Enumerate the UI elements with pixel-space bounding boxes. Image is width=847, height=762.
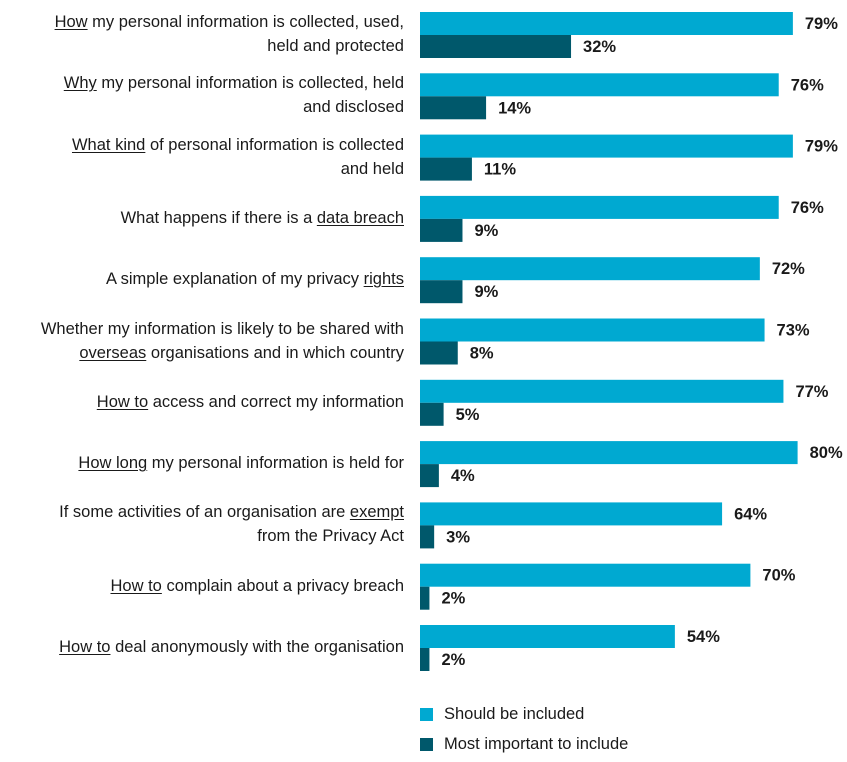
data-label: 4%: [451, 467, 475, 485]
bar: [420, 502, 723, 526]
bar: [420, 96, 487, 120]
data-label: 32%: [583, 38, 616, 56]
data-label: 72%: [772, 260, 805, 278]
category-label: How my personal information is collected…: [54, 13, 404, 55]
bar: [420, 441, 798, 465]
bar: [420, 379, 784, 403]
category-label: What happens if there is a data breach: [120, 208, 404, 227]
bar: [420, 12, 793, 35]
category-label: How to deal anonymously with the organis…: [59, 638, 404, 656]
bar: [420, 525, 435, 549]
bar: [420, 625, 675, 648]
bar: [420, 648, 430, 671]
category-label: Why my personal information is collected…: [63, 74, 404, 117]
bar: [420, 257, 760, 281]
data-label: 73%: [777, 322, 810, 340]
data-label: 64%: [734, 505, 767, 523]
bar-chart: 79% 32% 76% 14% 79% 11% 76% 9% 72% 9% 73% 8% 77% 5% 80…: [420, 12, 843, 671]
bar: [420, 134, 793, 158]
data-label: 14%: [498, 99, 531, 117]
legend-item-most-important: Most important to include: [420, 732, 628, 756]
category-label: If some activities of an organisation ar…: [59, 503, 404, 546]
category-label: Whether my information is likely to be s…: [40, 319, 404, 362]
bar: [420, 73, 779, 97]
legend-label: Most important to include: [444, 734, 629, 753]
data-label: 9%: [474, 283, 498, 301]
category-label: How long my personal information is held…: [78, 454, 404, 473]
bar: [420, 563, 751, 587]
bar: [420, 35, 572, 58]
legend-swatch: [420, 737, 433, 751]
data-label: 79%: [805, 15, 838, 33]
data-label: 11%: [484, 161, 516, 179]
category-label: How to complain about a privacy breach: [110, 576, 405, 595]
data-label: 76%: [791, 76, 824, 94]
data-label: 79%: [805, 138, 838, 156]
category-label: How to access and correct my information: [96, 392, 404, 411]
legend-label: Should be included: [444, 704, 585, 723]
data-label: 2%: [441, 651, 465, 669]
data-label: 9%: [474, 222, 498, 240]
bar: [420, 464, 439, 488]
bar: [420, 402, 444, 426]
data-label: 80%: [810, 444, 843, 462]
data-label: 70%: [762, 567, 795, 585]
data-label: 8%: [470, 345, 494, 363]
category-label: What kind of personal information is col…: [71, 135, 404, 178]
legend-item-should-be-included: Should be included: [420, 702, 628, 726]
legend: Should be included Most important to inc…: [420, 702, 628, 762]
bar: [420, 195, 779, 219]
category-label: A simple explanation of my privacy right…: [105, 270, 404, 289]
data-label: 5%: [456, 406, 480, 424]
bar: [420, 341, 458, 365]
data-label: 3%: [446, 528, 470, 546]
data-label: 2%: [441, 590, 465, 608]
data-label: 77%: [795, 383, 828, 401]
legend-swatch: [420, 707, 433, 721]
bar: [420, 157, 472, 181]
bar: [420, 586, 430, 610]
bar: [420, 280, 463, 304]
bar: [420, 318, 765, 342]
bar: [420, 218, 463, 242]
data-label: 76%: [791, 199, 824, 217]
data-label: 54%: [687, 628, 720, 646]
